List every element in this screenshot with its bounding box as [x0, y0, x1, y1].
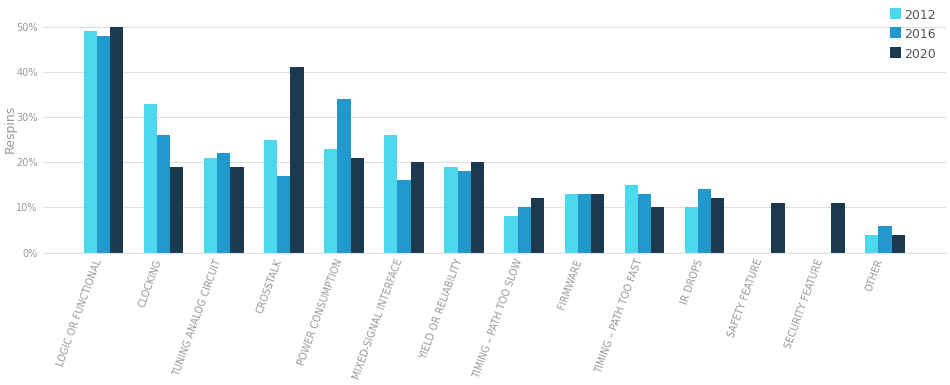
- Bar: [84, 31, 97, 253]
- Bar: [97, 36, 110, 253]
- Bar: [578, 194, 591, 253]
- Bar: [625, 185, 637, 253]
- Bar: [384, 135, 397, 253]
- Bar: [771, 203, 785, 253]
- Bar: [504, 216, 518, 253]
- Bar: [698, 189, 712, 253]
- Bar: [170, 167, 183, 253]
- Bar: [157, 135, 170, 253]
- Bar: [110, 27, 124, 253]
- Bar: [277, 176, 291, 253]
- Bar: [410, 162, 424, 253]
- Bar: [712, 198, 725, 253]
- Y-axis label: Respins: Respins: [4, 104, 17, 152]
- Bar: [351, 158, 364, 253]
- Bar: [291, 67, 304, 253]
- Bar: [204, 158, 218, 253]
- Bar: [531, 198, 544, 253]
- Bar: [324, 149, 337, 253]
- Bar: [564, 194, 578, 253]
- Bar: [264, 140, 277, 253]
- Bar: [865, 234, 879, 253]
- Bar: [879, 226, 891, 253]
- Bar: [230, 167, 243, 253]
- Bar: [891, 234, 904, 253]
- Bar: [471, 162, 484, 253]
- Bar: [518, 208, 531, 253]
- Bar: [458, 171, 471, 253]
- Bar: [637, 194, 651, 253]
- Bar: [591, 194, 604, 253]
- Legend: 2012, 2016, 2020: 2012, 2016, 2020: [886, 5, 940, 64]
- Bar: [831, 203, 845, 253]
- Bar: [218, 153, 230, 253]
- Bar: [651, 208, 664, 253]
- Bar: [337, 99, 351, 253]
- Bar: [397, 180, 410, 253]
- Bar: [143, 104, 157, 253]
- Bar: [685, 208, 698, 253]
- Bar: [445, 167, 458, 253]
